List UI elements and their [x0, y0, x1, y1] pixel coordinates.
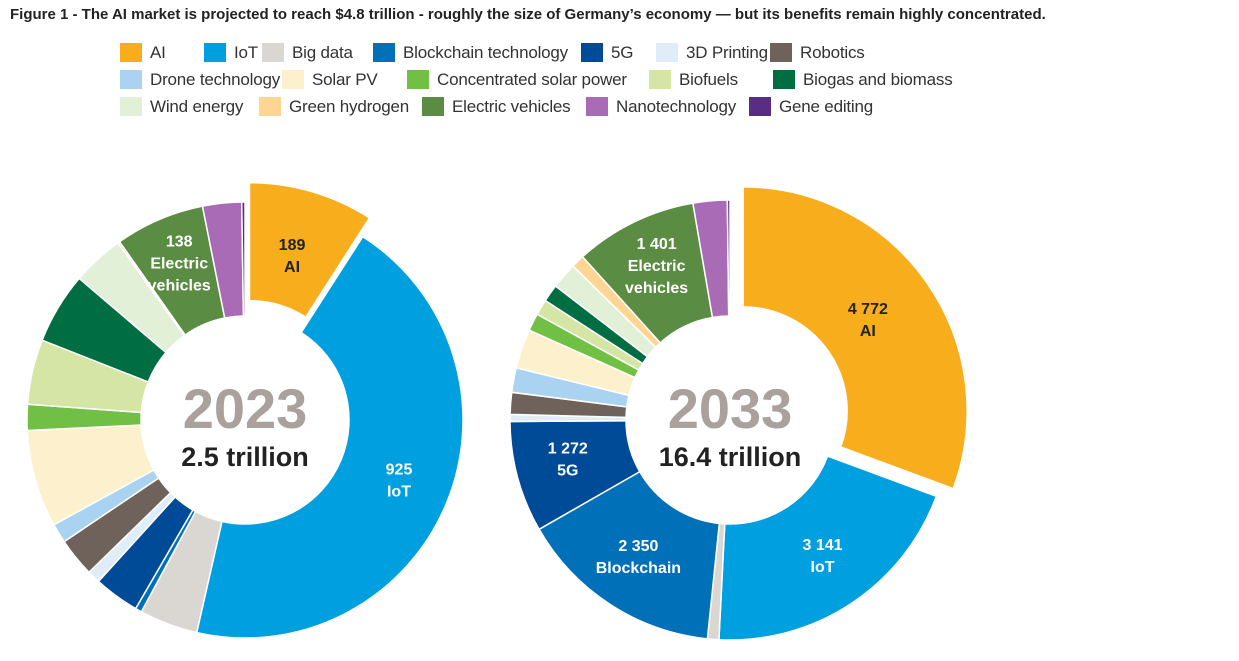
- slice-data-label-line: AI: [860, 323, 876, 340]
- legend-label: Electric vehicles: [452, 97, 571, 116]
- slice-data-label-line: 5G: [557, 463, 578, 480]
- legend-swatch: [120, 97, 142, 116]
- legend-swatch: [586, 97, 608, 116]
- legend-swatch: [649, 70, 671, 89]
- figure-title: Figure 1 - The AI market is projected to…: [10, 6, 1046, 23]
- slice-data-label-line: vehicles: [625, 280, 688, 297]
- slice-data-label-line: 2 350: [618, 538, 658, 555]
- legend-label: Drone technology: [150, 70, 281, 89]
- legend-swatch: [749, 97, 771, 116]
- slice-data-label: 4 772 AI: [848, 301, 888, 340]
- slice-data-label-line: vehicles: [148, 277, 211, 294]
- legend-swatch: [773, 70, 795, 89]
- legend-label: Biogas and biomass: [803, 70, 953, 89]
- slice-data-label-line: 138: [166, 233, 193, 250]
- slice-data-label-line: Blockchain: [596, 560, 681, 577]
- legend-row: AI IoT Big data Blockchain technology 5G 3D P…: [120, 42, 940, 66]
- slice-data-label-line: 4 772: [848, 301, 888, 318]
- slice-data-label: 1 401 Electric vehicles: [625, 236, 688, 297]
- slice-data-label-line: IoT: [387, 484, 411, 501]
- slice-data-label-line: IoT: [811, 559, 835, 576]
- legend-label: Concentrated solar power: [437, 70, 627, 89]
- slice-iot: [195, 235, 464, 639]
- slice-data-label: 1 272 5G: [548, 441, 588, 480]
- legend-label: Gene editing: [779, 97, 874, 116]
- slice-data-label-line: 1 272: [548, 441, 588, 458]
- slice-ai: [248, 181, 371, 319]
- legend-label: Wind energy: [150, 97, 244, 116]
- center-year-label: 2023: [183, 377, 308, 440]
- legend-label: 3D Printing: [686, 43, 768, 62]
- center-year-label: 2033: [668, 377, 793, 440]
- legend-row: Drone technology Solar PV Concentrated sol…: [120, 69, 953, 93]
- slice-data-label-line: 3 141: [802, 537, 842, 554]
- legend-swatch: [656, 43, 678, 62]
- slice-data-label: 3 141 IoT: [802, 537, 842, 576]
- slice-blockchain-technology: [538, 470, 721, 640]
- slice-data-label-line: Electric: [150, 255, 208, 272]
- center-total-label: 16.4 trillion: [659, 442, 802, 472]
- center-total-label: 2.5 trillion: [181, 442, 309, 472]
- legend-label: Nanotechnology: [616, 97, 737, 116]
- legend-swatch: [770, 43, 792, 62]
- legend-label: Blockchain technology: [403, 43, 568, 62]
- legend-row: Wind energy Green hydrogen Electric vehicl…: [120, 96, 940, 120]
- slice-data-label-line: AI: [284, 259, 300, 276]
- legend-label: AI: [150, 43, 166, 62]
- slice-data-label-line: 925: [386, 462, 413, 479]
- legend-label: Robotics: [800, 43, 865, 62]
- legend-swatch: [282, 70, 304, 89]
- legend-label: Green hydrogen: [289, 97, 410, 116]
- legend-swatch: [120, 70, 142, 89]
- legend-swatch: [262, 43, 284, 62]
- slice-ai: [742, 186, 968, 490]
- legend-label: IoT: [234, 43, 258, 62]
- legend-swatch: [581, 43, 603, 62]
- legend-swatch: [407, 70, 429, 89]
- slice-iot: [718, 455, 938, 641]
- legend-label: Biofuels: [679, 70, 738, 89]
- slice-data-label-line: 189: [279, 237, 306, 254]
- slice-data-label-line: 1 401: [637, 236, 677, 253]
- slice-gene-editing: [726, 199, 731, 317]
- slice-gene-editing: [240, 201, 246, 317]
- legend-label: Solar PV: [312, 70, 378, 89]
- slice-data-label-line: Electric: [628, 258, 686, 275]
- legend-label: 5G: [611, 43, 634, 62]
- slice-data-label: 189 AI: [279, 237, 306, 276]
- slice-data-label: 2 350 Blockchain: [596, 538, 681, 577]
- slice-data-label: 138 Electric vehicles: [148, 233, 211, 294]
- legend-label: Big data: [292, 43, 353, 62]
- legend-swatch: [373, 43, 395, 62]
- legend-swatch: [422, 97, 444, 116]
- legend-swatch: [204, 43, 226, 62]
- legend-swatch: [120, 43, 142, 62]
- slice-data-label: 925 IoT: [386, 462, 413, 501]
- legend-swatch: [259, 97, 281, 116]
